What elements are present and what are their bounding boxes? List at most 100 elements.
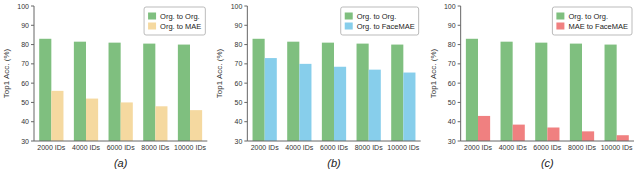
- bar: [369, 70, 381, 141]
- y-tick-label: 80: [235, 41, 243, 48]
- bar: [605, 45, 617, 141]
- bar: [86, 99, 98, 141]
- x-tick-label: 10000 IDs: [601, 144, 633, 151]
- y-axis-label: Top1 Acc. (%): [215, 48, 224, 98]
- x-tick-label: 4000 IDs: [499, 144, 528, 151]
- y-axis-label: Top1 Acc. (%): [429, 48, 438, 98]
- y-tick-label: 50: [21, 99, 29, 106]
- y-tick-label: 50: [235, 99, 243, 106]
- bar: [403, 73, 415, 141]
- bar: [582, 131, 594, 141]
- legend-label: Org. to FaceMAE: [357, 22, 415, 31]
- title: (b): [327, 157, 341, 169]
- bar: [155, 106, 167, 141]
- x-tick-label: 8000 IDs: [141, 144, 170, 151]
- y-tick-label: 40: [448, 118, 456, 125]
- y-tick-label: 30: [235, 138, 243, 145]
- legend: Org. to Org.Org. to MAE: [144, 7, 205, 35]
- x-tick-label: 6000 IDs: [107, 144, 136, 151]
- legend-swatch: [345, 23, 353, 30]
- x-axis-line: [247, 141, 420, 142]
- bars: [39, 39, 202, 141]
- bar: [570, 44, 582, 141]
- y-tick-label: 30: [21, 138, 29, 145]
- y-axis-line: [247, 6, 248, 141]
- bar: [178, 45, 190, 141]
- bar: [513, 125, 525, 141]
- y-tick-label: 50: [448, 99, 456, 106]
- bar: [535, 43, 547, 141]
- x-tick-label: 10000 IDs: [387, 144, 419, 151]
- y-tick-label: 30: [448, 138, 456, 145]
- y-tick-label: 70: [448, 60, 456, 67]
- bar: [109, 43, 121, 141]
- bar: [357, 44, 369, 141]
- y-tick-label: 90: [448, 22, 456, 29]
- legend-swatch: [556, 23, 564, 30]
- legend-swatch: [345, 13, 353, 20]
- bars: [466, 39, 629, 141]
- y-tick-label: 70: [235, 60, 243, 67]
- bar: [322, 43, 334, 141]
- y-tick-label: 100: [444, 3, 456, 10]
- title: (a): [114, 157, 128, 169]
- bar: [74, 42, 86, 141]
- panel: 30405060708090100Top1 Acc. (%)2000 IDs40…: [2, 3, 207, 170]
- bar: [265, 58, 277, 141]
- legend-label: MAE to FaceMAE: [568, 22, 628, 31]
- bar: [478, 116, 490, 141]
- bar: [39, 39, 51, 141]
- y-tick-label: 100: [231, 3, 243, 10]
- bar: [287, 42, 299, 141]
- y-tick-label: 40: [235, 118, 243, 125]
- bar: [466, 39, 478, 141]
- y-tick-label: 90: [21, 22, 29, 29]
- figure: 30 40 50 60 70 80 90 100 Top1 Acc. (%) 2000 IDs 40…: [0, 0, 640, 175]
- bar: [51, 91, 63, 141]
- legend: Org. to Org.Org. to FaceMAE: [341, 7, 419, 35]
- panel: 30 40 50 60 70 80 90 100 Top1 Acc. (%) 2000 IDs 40…: [215, 3, 420, 170]
- legend-label: Org. to Org.: [568, 12, 608, 21]
- x-tick-label: 6000 IDs: [320, 144, 349, 151]
- y-axis-line: [460, 6, 461, 141]
- x-tick-label: 10000 IDs: [174, 144, 206, 151]
- bars: [253, 39, 416, 141]
- y-tick-label: 60: [21, 80, 29, 87]
- y-axis-line: [34, 6, 35, 141]
- y-tick-label: 60: [448, 80, 456, 87]
- bar: [547, 128, 559, 142]
- y-tick-label: 80: [21, 41, 29, 48]
- bar: [617, 135, 629, 141]
- legend-swatch: [148, 13, 156, 20]
- bar: [299, 64, 311, 141]
- panel: 30 40 50 60 70 80 90 100 Top1 Acc. (%) 2000 IDs 40…: [429, 3, 634, 170]
- legend: Org. to Org.MAE to FaceMAE: [552, 7, 632, 35]
- y-tick-label: 60: [235, 80, 243, 87]
- bar: [121, 102, 133, 141]
- y-tick-label: 100: [17, 3, 29, 10]
- legend-box: [552, 7, 632, 35]
- x-tick-label: 8000 IDs: [355, 144, 384, 151]
- x-tick-label: 2000 IDs: [251, 144, 280, 151]
- legend-label: Org. to Org.: [357, 12, 397, 21]
- y-tick-label: 40: [21, 118, 29, 125]
- x-tick-label: 4000 IDs: [72, 144, 101, 151]
- x-tick-label: 4000 IDs: [285, 144, 314, 151]
- y-tick-label: 80: [448, 41, 456, 48]
- y-tick-label: 90: [235, 22, 243, 29]
- bar: [253, 39, 265, 141]
- x-tick-label: 2000 IDs: [37, 144, 66, 151]
- x-tick-label: 8000 IDs: [568, 144, 597, 151]
- legend-box: [341, 7, 419, 35]
- title: (c): [541, 157, 554, 169]
- legend-swatch: [556, 13, 564, 20]
- bar: [143, 44, 155, 141]
- legend-swatch: [148, 23, 156, 30]
- legend-box: [144, 7, 205, 35]
- x-tick-label: 6000 IDs: [533, 144, 562, 151]
- y-tick-label: 70: [21, 60, 29, 67]
- bar: [190, 110, 202, 141]
- bar: [391, 45, 403, 141]
- legend-label: Org. to MAE: [160, 22, 201, 31]
- x-tick-label: 2000 IDs: [464, 144, 493, 151]
